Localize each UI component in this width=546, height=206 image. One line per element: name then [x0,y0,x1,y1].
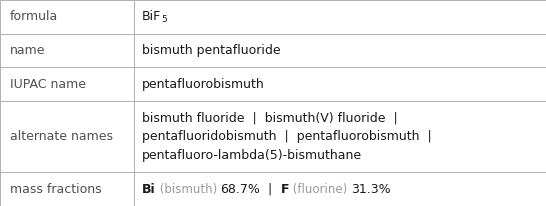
Text: alternate names: alternate names [10,130,113,143]
Text: name: name [10,44,45,57]
Text: BiF: BiF [142,10,161,23]
Text: |: | [260,183,281,196]
Text: bismuth pentafluoride: bismuth pentafluoride [142,44,281,57]
Text: bismuth fluoride  |  bismuth(V) fluoride  |
pentafluoridobismuth  |  pentafluoro: bismuth fluoride | bismuth(V) fluoride |… [142,112,432,162]
Text: 31.3%: 31.3% [351,183,391,196]
Text: Bi: Bi [142,183,156,196]
Text: (bismuth): (bismuth) [156,183,221,196]
Text: pentafluorobismuth: pentafluorobismuth [142,77,265,90]
Text: formula: formula [10,10,58,23]
Text: F: F [281,183,289,196]
Text: 5: 5 [161,15,167,25]
Text: 68.7%: 68.7% [221,183,260,196]
Text: (fluorine): (fluorine) [289,183,351,196]
Text: IUPAC name: IUPAC name [10,77,86,90]
Text: mass fractions: mass fractions [10,183,102,196]
